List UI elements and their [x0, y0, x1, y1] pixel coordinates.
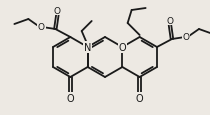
Text: O: O — [54, 6, 61, 15]
Text: O: O — [182, 33, 189, 42]
Text: N: N — [84, 43, 91, 53]
Text: O: O — [38, 23, 45, 32]
Text: O: O — [118, 43, 126, 53]
Text: O: O — [136, 93, 143, 103]
Text: O: O — [67, 93, 74, 103]
Text: O: O — [167, 16, 173, 25]
